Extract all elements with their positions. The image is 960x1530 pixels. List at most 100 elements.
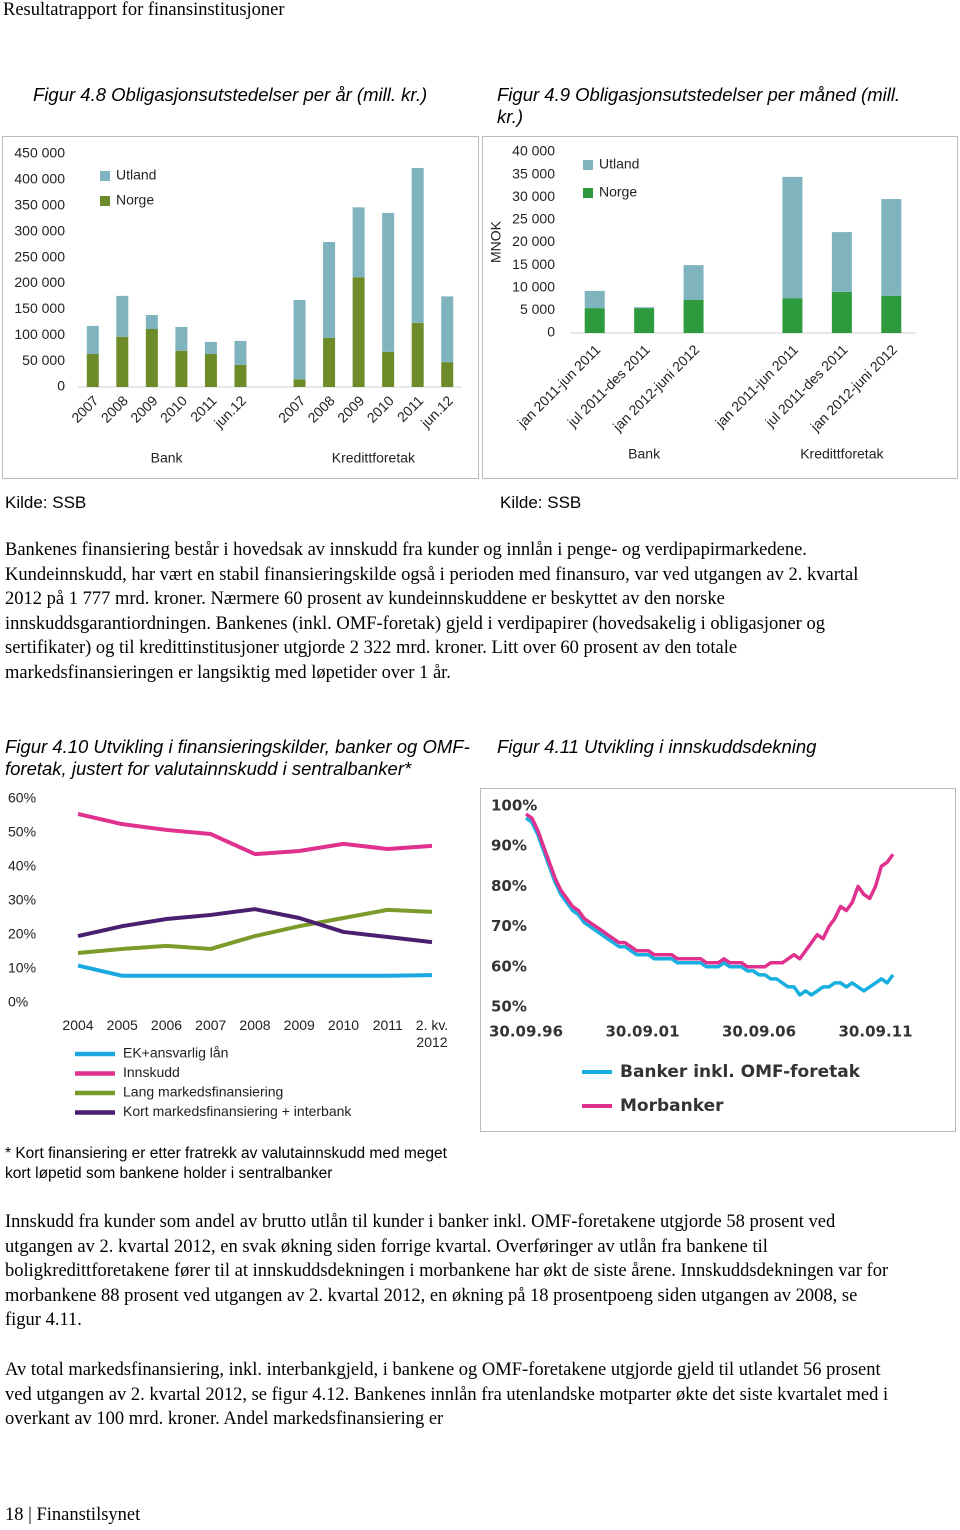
header: Resultatrapport for finansinstitusjoner [3,0,285,20]
bar [584,308,605,333]
x-tick-label: 2008 [239,1017,271,1033]
bar [411,322,424,387]
x-tick-label: 30.09.01 [605,1023,679,1041]
footnote: * Kort finansiering er etter fratrekk av… [5,1145,447,1182]
y-tick-label: 0% [8,994,28,1010]
y-tick-label: 25 000 [512,211,555,227]
y-tick-label: 400 000 [14,171,65,187]
legend-label: Banker inkl. OMF-foretak [620,1062,861,1082]
y-tick-label: 20 000 [512,233,555,249]
x-tick-label: jan 2011-jun 2011 [514,341,604,431]
x-tick-label: 2008 [98,392,131,425]
legend-label: EK+ansvarlig lån [123,1045,228,1061]
x-tick-label: 2010 [327,1017,360,1033]
bar [831,232,852,292]
x-tick-label: 2010 [157,392,190,425]
y-tick-label: 70% [491,917,527,935]
legend-label: Kort markedsfinansiering + interbank [123,1103,352,1119]
y-tick-label: 150 000 [14,300,65,316]
x-tick-label: 2010 [364,392,397,425]
x-tick-label: 2008 [304,392,337,425]
y-tick-label: 100% [491,797,537,815]
line [77,907,433,945]
bar [234,340,247,365]
x-tick-label: 30.09.06 [722,1023,796,1041]
chart: 0% 10% 20% 30% 40% 50% 60% EK+ansvarlig lån Inns… [8,790,433,1119]
bar [293,300,306,380]
y-tick-label: 80% [491,877,527,895]
legend-swatch [100,171,110,181]
y-tick-label: 10 000 [512,278,555,294]
legend-swatch [100,196,110,206]
y-tick-label: 10% [8,960,36,976]
group-label: Bank [151,450,184,466]
paragraph: Bankenes finansiering består i hovedsak … [5,540,859,683]
legend-swatch [583,188,593,198]
bar [441,362,454,387]
x-tick-label: jan 2012-juni 2012 [609,341,703,435]
chart: 0 5 000 10 000 15 000 20 000 25 000 30 000 35 0… [482,136,958,479]
x-tick-label: jun.12 [417,392,456,431]
bar [683,299,704,333]
y-tick-label: 35 000 [512,165,555,181]
bar [634,308,655,333]
bar [175,350,188,387]
bar [234,364,247,387]
x-tick-label: jun.12 [210,392,249,431]
bar [441,296,454,363]
x-tick-label: 2007 [68,392,101,425]
y-tick-label: 350 000 [14,196,65,212]
group-label: Kredittforetak [800,446,884,462]
bar [782,298,803,333]
bar [584,290,605,309]
line [77,812,433,857]
y-axis-title: MNOK [488,220,504,263]
x-tick-label: 2. kv. 2012 [415,1017,449,1050]
legend-label: Utland [599,156,639,172]
legend-label: Norge [599,184,637,200]
bar [352,277,365,387]
group-label: Bank [628,446,661,462]
y-tick-label: 40 000 [512,143,555,159]
legend-label: Innskudd [123,1064,180,1080]
y-tick-label: 15 000 [512,256,555,272]
bar [881,295,902,333]
x-tick-label: 2009 [127,392,160,425]
bar [204,341,217,354]
bar [323,337,336,387]
group-label: Kredittforetak [332,450,416,466]
x-tick-label: 30.09.11 [839,1023,913,1041]
y-tick-label: 250 000 [14,248,65,264]
source: Kilde: SSB [5,493,87,512]
y-tick-label: 50% [491,998,527,1016]
bar [634,307,655,309]
y-tick-label: 0 [547,324,555,340]
y-tick-label: 30 000 [512,188,555,204]
y-tick-label: 100 000 [14,326,65,342]
x-tick-label: 2007 [275,392,308,425]
source: Kilde: SSB [500,493,582,512]
legend-label: Morbanker [620,1096,724,1116]
bar [175,326,188,351]
y-tick-label: 50% [8,824,36,840]
x-tick-label: 2005 [106,1017,138,1033]
line [525,812,895,969]
figure-title: Figur 4.8 Obligasjonsutstedelser per år … [33,84,428,105]
bar [382,351,395,387]
y-tick-label: 40% [8,858,36,874]
figure-title: Figur 4.11 Utvikling i innskuddsdekning [497,736,817,757]
bar [323,242,336,338]
x-tick-label: jul 2011-des 2011 [761,341,850,430]
legend-label: Norge [116,192,154,208]
y-tick-label: 300 000 [14,222,65,238]
x-tick-label: 2009 [283,1017,315,1033]
x-tick-label: 2007 [195,1017,227,1033]
y-tick-label: 50 000 [22,352,65,368]
y-tick-label: 5 000 [520,301,555,317]
y-tick-label: 90% [491,837,527,855]
bar [352,207,365,278]
paragraph: Innskudd fra kunder som andel av brutto … [5,1212,889,1331]
x-tick-label: 2004 [62,1017,94,1033]
x-tick-label: 30.09.96 [489,1023,563,1041]
